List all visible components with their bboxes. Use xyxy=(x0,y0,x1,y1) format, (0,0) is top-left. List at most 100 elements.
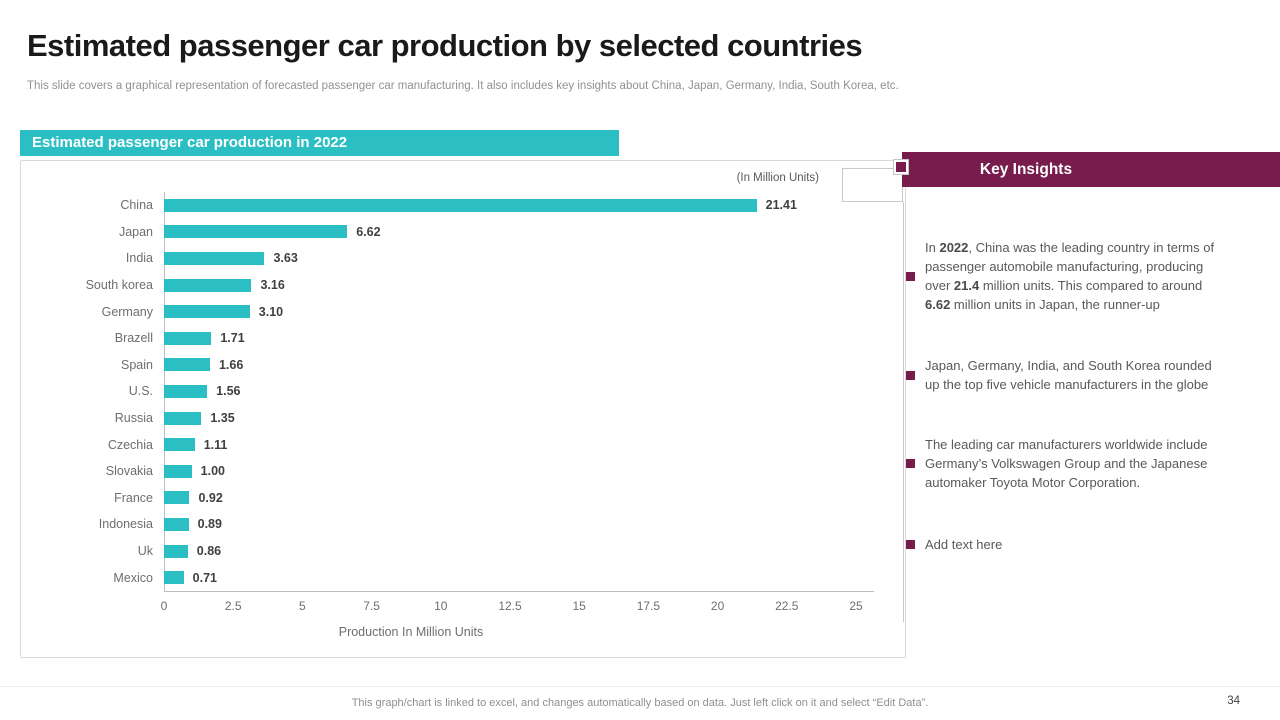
category-label: Indonesia xyxy=(98,517,153,532)
x-tick-label: 10 xyxy=(434,599,448,613)
value-label: 0.92 xyxy=(198,490,223,505)
slide-subtitle: This slide covers a graphical representa… xyxy=(27,80,899,92)
chart-row: Mexico 0.71 xyxy=(21,564,905,591)
bullet-square-icon xyxy=(906,540,915,549)
insight-item: Japan, Germany, India, and South Korea r… xyxy=(902,356,1232,394)
chart-row: Uk 0.86 xyxy=(21,538,905,565)
bullet-square-icon xyxy=(906,459,915,468)
bar-track: 0.89 xyxy=(164,517,856,531)
bar[interactable] xyxy=(164,464,192,478)
category-label: Germany xyxy=(101,304,153,319)
value-label: 1.66 xyxy=(218,357,244,372)
bar[interactable] xyxy=(164,571,184,585)
bar[interactable] xyxy=(164,225,348,239)
insight-text: Add text here xyxy=(925,537,1003,552)
bar[interactable] xyxy=(164,358,210,372)
x-tick-label: 15 xyxy=(572,599,586,613)
category-label: India xyxy=(125,251,153,266)
chart-section-banner: Estimated passenger car production in 20… xyxy=(20,130,619,156)
page-number: 34 xyxy=(1227,695,1240,707)
bar[interactable] xyxy=(164,331,212,345)
bar-track: 1.66 xyxy=(164,358,856,372)
category-label: Russia xyxy=(114,411,153,426)
bar[interactable] xyxy=(164,384,208,398)
bar[interactable] xyxy=(164,198,757,212)
insights-list: In 2022, China was the leading country i… xyxy=(902,188,1232,554)
x-tick-label: 25 xyxy=(849,599,863,613)
x-axis-line xyxy=(164,591,874,592)
value-label: 0.71 xyxy=(192,570,217,585)
bar-track: 6.62 xyxy=(164,225,856,239)
bar-track: 1.00 xyxy=(164,464,856,478)
units-note: (In Million Units) xyxy=(736,172,819,184)
bar[interactable] xyxy=(164,305,250,319)
category-label: China xyxy=(120,198,153,213)
value-label: 1.56 xyxy=(216,384,241,399)
callout-anchor-square xyxy=(894,160,908,174)
bar-track: 0.71 xyxy=(164,571,856,585)
value-label: 21.41 xyxy=(765,198,797,213)
chart-row: France 0.92 xyxy=(21,485,905,512)
bar-track: 0.86 xyxy=(164,544,856,558)
x-axis-ticks: 0 2.5 5 7.5 10 12.5 15 17.5 20 22.5 25 xyxy=(160,599,863,613)
bullet-square-icon xyxy=(906,370,915,380)
x-tick-label: 0 xyxy=(160,599,168,613)
bar-track: 1.11 xyxy=(164,438,856,452)
insight-item: In 2022, China was the leading country i… xyxy=(902,238,1232,314)
chart-rows: China 21.41 Japan 6.62 India 3.63 South korea 3… xyxy=(21,192,905,591)
value-label: 1.11 xyxy=(203,437,228,452)
chart-row: Indonesia 0.89 xyxy=(21,511,905,538)
chart-row: Czechia 1.11 xyxy=(21,431,905,458)
bar[interactable] xyxy=(164,411,202,425)
value-label: 0.89 xyxy=(197,517,222,532)
bar-track: 3.16 xyxy=(164,278,856,292)
insight-text: In 2022, China was the leading country i… xyxy=(925,240,1215,312)
category-label: Czechia xyxy=(107,437,153,452)
bar[interactable] xyxy=(164,251,265,265)
insights-divider-line xyxy=(903,202,904,622)
value-label: 1.71 xyxy=(220,331,245,346)
x-tick-label: 12.5 xyxy=(498,599,522,613)
x-tick-label: 17.5 xyxy=(636,599,661,613)
bar-track: 1.35 xyxy=(164,411,856,425)
value-label: 3.63 xyxy=(273,251,298,266)
bar[interactable] xyxy=(164,517,189,531)
key-insights-header: Key Insights xyxy=(902,152,1280,187)
bar[interactable] xyxy=(164,544,188,558)
insight-text: The leading car manufacturers worldwide … xyxy=(925,437,1208,490)
chart-row: Spain 1.66 xyxy=(21,352,905,379)
chart-row: U.S. 1.56 xyxy=(21,378,905,405)
bar-track: 1.71 xyxy=(164,331,856,345)
bar-track: 0.92 xyxy=(164,491,856,505)
x-tick-label: 2.5 xyxy=(224,599,242,613)
bar-track: 21.41 xyxy=(164,198,856,212)
chart-row: India 3.63 xyxy=(21,245,905,272)
insight-text: Japan, Germany, India, and South Korea r… xyxy=(925,358,1212,392)
chart-row: China 21.41 xyxy=(21,192,905,219)
category-label: Slovakia xyxy=(105,464,153,479)
value-label: 3.16 xyxy=(260,278,285,293)
footer: This graph/chart is linked to excel, and… xyxy=(0,686,1280,720)
category-label: Uk xyxy=(137,544,153,559)
chart-row: Germany 3.10 xyxy=(21,298,905,325)
x-tick-label: 20 xyxy=(710,599,725,613)
category-label: South korea xyxy=(85,278,153,293)
bar-chart-object[interactable]: (In Million Units) China 21.41 Japan 6.62 In… xyxy=(20,160,906,658)
bar-track: 1.56 xyxy=(164,384,856,398)
bar[interactable] xyxy=(164,438,195,452)
bar[interactable] xyxy=(164,491,190,505)
value-label: 0.86 xyxy=(196,544,222,559)
category-label: U.S. xyxy=(128,384,153,399)
bullet-square-icon xyxy=(906,271,915,281)
x-tick-label: 5 xyxy=(299,599,306,613)
category-label: Mexico xyxy=(113,570,153,585)
x-tick-label: 7.5 xyxy=(363,599,380,613)
category-label: France xyxy=(114,490,153,505)
page-title: Estimated passenger car production by se… xyxy=(27,28,863,63)
x-tick-label: 22.5 xyxy=(775,599,799,613)
chart-row: Brazell 1.71 xyxy=(21,325,905,352)
bar-track: 3.10 xyxy=(164,305,856,319)
insight-item[interactable]: Add text here xyxy=(902,535,1232,554)
bar[interactable] xyxy=(164,278,252,292)
